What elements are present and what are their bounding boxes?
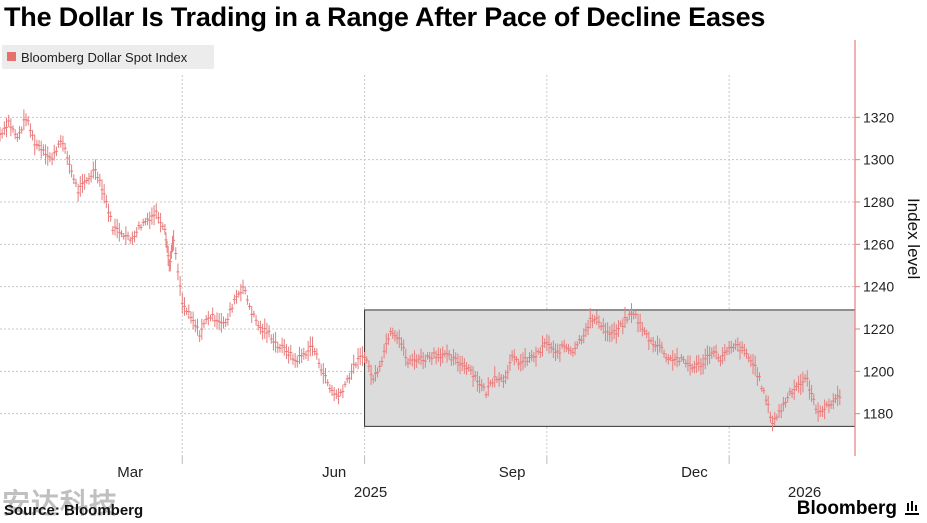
x-year-label: 2026 <box>788 484 821 501</box>
watermark: 安达科技 <box>2 488 119 519</box>
legend-label: Bloomberg Dollar Spot Index <box>21 50 188 65</box>
x-tick-label: Sep <box>499 464 526 481</box>
y-tick-label: 1180 <box>863 406 893 422</box>
x-tick-label: Jun <box>322 464 346 481</box>
y-tick-label: 1320 <box>863 109 894 125</box>
legend-swatch <box>7 52 16 61</box>
bloomberg-mark-icon <box>905 501 919 515</box>
y-tick-label: 1200 <box>863 363 894 379</box>
y-tick-label: 1240 <box>863 279 894 295</box>
source-note: Source: Bloomberg <box>4 502 144 519</box>
y-tick-label: 1260 <box>863 236 894 252</box>
y-tick-label: 1300 <box>863 152 894 168</box>
legend-box <box>2 45 214 69</box>
brand-logo: Bloomberg <box>796 498 897 519</box>
y-axis-label: Index level <box>904 198 923 279</box>
x-tick-label: Dec <box>681 464 708 481</box>
x-year-label: 2025 <box>354 484 387 501</box>
axis-layer: 1180 1200 1220 1240 1260 1280 1300 1320 Mar Jun Se… <box>117 40 894 501</box>
y-tick-label: 1280 <box>863 194 894 210</box>
x-tick-label: Mar <box>117 464 143 481</box>
series-layer <box>0 109 842 432</box>
legend: Bloomberg Dollar Spot Index <box>2 45 214 69</box>
y-tick-label: 1220 <box>863 321 894 337</box>
chart-title: The Dollar Is Trading in a Range After P… <box>4 2 766 32</box>
